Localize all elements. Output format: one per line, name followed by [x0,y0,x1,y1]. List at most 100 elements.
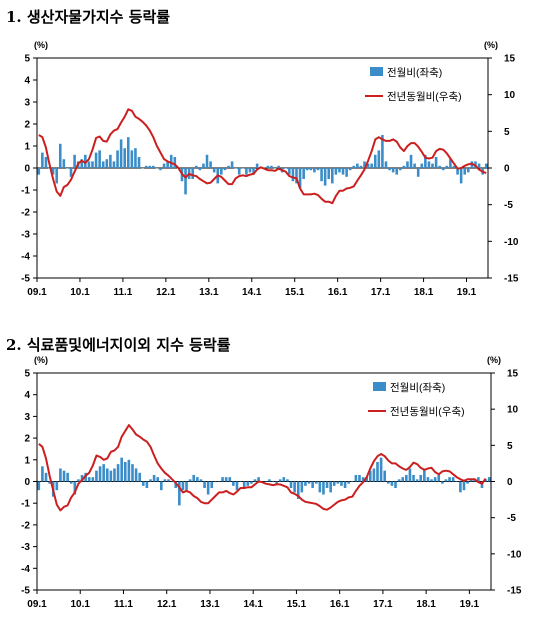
bar [163,479,167,482]
bar [141,481,145,486]
bar [205,154,209,168]
bar [368,470,372,482]
right-tick-label: 0 [504,164,510,175]
bar [209,161,212,168]
bar [451,477,455,482]
bar [336,481,340,484]
bar [126,137,130,168]
bar [480,481,484,489]
line-series [38,424,487,512]
bar [459,481,462,493]
bar [295,168,298,184]
bar [48,481,51,484]
bar [462,481,466,491]
bar [278,479,282,482]
bar [448,477,451,482]
bar [270,165,273,168]
bar [44,472,48,482]
bar [304,481,307,486]
bar [376,461,379,482]
bar [192,474,196,482]
bar [217,481,221,482]
bar [127,459,131,482]
bar [390,481,394,486]
bar [438,165,441,168]
left-tick-label: 0 [24,164,30,175]
bar [387,481,390,484]
bar [307,481,311,484]
right-axis-unit: (%) [487,355,501,365]
bar [275,481,278,484]
bar [343,481,347,489]
right-tick-label: 10 [504,90,516,101]
x-tick-label: 13.1 [199,287,219,298]
bar [302,168,305,179]
bar [170,481,174,482]
bar [350,481,354,482]
right-tick-label: -15 [504,274,519,285]
left-tick-label: -5 [21,274,30,285]
left-tick-label: 3 [24,412,30,423]
bar [196,477,199,482]
bar [255,163,259,168]
bar [415,479,419,482]
bar [331,168,334,184]
bar [174,481,178,489]
bar [232,481,235,486]
bar [77,479,80,482]
legend-bar-swatch [373,382,386,391]
bar [228,477,232,482]
bar [69,481,73,484]
bar [356,163,359,168]
x-tick-label: 14.1 [243,599,263,610]
bar [309,168,313,171]
bar [55,481,59,491]
bar [102,464,105,482]
left-tick-label: -2 [21,208,30,219]
bar [237,168,241,175]
bar [162,163,166,168]
bar [155,168,159,169]
x-tick-label: 10.1 [71,599,91,610]
bar [220,168,223,175]
x-tick-label: 11.1 [114,599,133,610]
bar [69,168,73,177]
x-tick-label: 19.1 [460,599,480,610]
bar [199,479,203,482]
bar [449,159,452,168]
bar [212,168,216,173]
bar [152,165,155,168]
right-tick-label: -5 [504,200,513,211]
bar [116,150,119,168]
bar [73,154,76,168]
right-tick-label: -5 [507,513,516,524]
legend-bar-swatch [370,67,383,76]
bar [484,479,487,482]
bar [441,168,445,171]
bar [288,168,291,175]
bar [365,477,368,482]
x-tick-label: 17.1 [371,287,391,298]
bar [188,479,192,482]
bar [286,479,289,482]
bar [37,168,41,175]
bar [373,154,377,168]
bar [250,481,253,484]
bar [412,474,415,482]
bar [477,163,481,168]
bar [313,168,316,173]
bar [395,168,399,175]
bar [141,168,144,169]
bar [459,168,463,184]
bar [95,470,98,482]
legend-bar-label: 전월비(좌축) [387,67,442,79]
bar [268,479,271,482]
bar [109,470,113,482]
right-tick-label: 10 [507,405,519,416]
bar [441,481,444,484]
bar [91,161,94,168]
bar [363,161,366,168]
bar [305,168,309,171]
bar [66,472,69,482]
bar [426,477,430,482]
